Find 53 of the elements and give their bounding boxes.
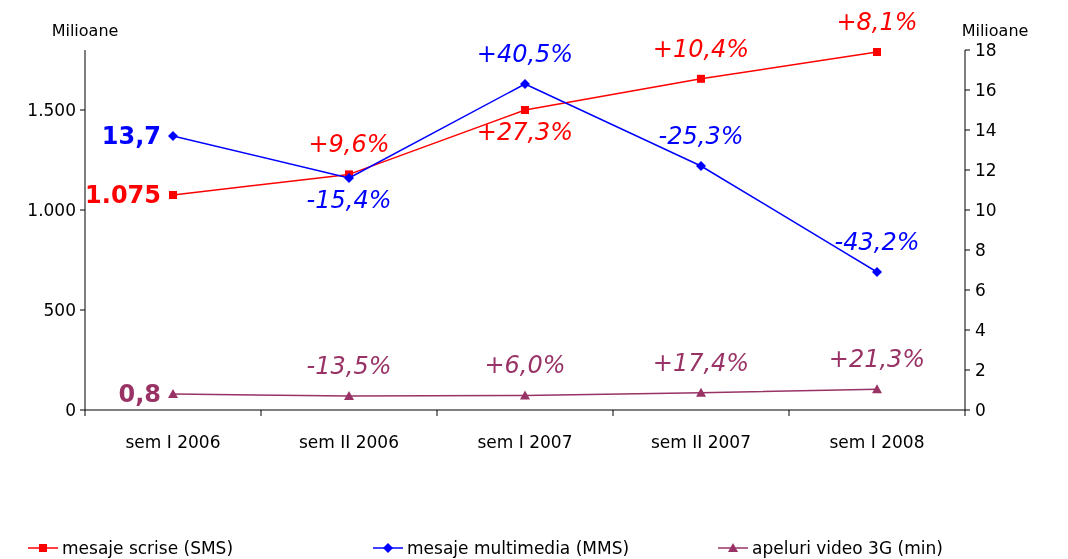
y2-axis-title: Milioane <box>961 21 1029 40</box>
data-label: 0,8 <box>118 380 161 409</box>
annotation: +27,3% <box>476 118 574 146</box>
annotation: +8,1% <box>836 8 918 36</box>
data-label: 13,7 <box>101 122 161 151</box>
point <box>169 191 177 199</box>
point <box>872 267 882 277</box>
point <box>168 389 178 398</box>
data-label: 1.075 <box>85 181 161 210</box>
point <box>521 106 529 114</box>
legend-label: mesaje multimedia (MMS) <box>407 537 630 558</box>
y2-tick-label: 2 <box>975 359 986 380</box>
point <box>344 173 354 183</box>
y2-tick-label: 10 <box>975 199 997 220</box>
annotation: -15,4% <box>306 186 392 214</box>
point <box>696 387 706 397</box>
y2-tick-label: 4 <box>975 319 986 340</box>
legend-label: mesaje scrise (SMS) <box>62 537 234 558</box>
annotation: +40,5% <box>476 40 574 68</box>
point <box>520 390 530 400</box>
annotation: -25,3% <box>658 122 744 150</box>
x-tick-label: sem I 2007 <box>477 432 573 452</box>
y2-tick-label: 0 <box>975 399 986 420</box>
point <box>520 79 530 89</box>
y-tick-label: 500 <box>43 299 76 320</box>
point <box>873 48 881 56</box>
point <box>168 131 178 141</box>
y-tick-label: 0 <box>65 399 76 420</box>
annotation: -43,2% <box>834 228 920 256</box>
legend-label: apeluri video 3G (min) <box>752 537 943 558</box>
y2-tick-label: 16 <box>975 79 997 100</box>
point <box>697 74 705 83</box>
y-tick-label: 1.500 <box>27 99 76 120</box>
x-tick-label: sem I 2006 <box>125 432 221 452</box>
annotation: +21,3% <box>828 345 926 374</box>
x-tick-label: sem I 2008 <box>829 432 925 452</box>
point <box>696 161 706 171</box>
point <box>872 384 882 394</box>
point <box>344 391 354 400</box>
annotation: +17,4% <box>652 348 750 377</box>
y2-tick-label: 12 <box>975 159 997 180</box>
annotation: -13,5% <box>306 352 392 380</box>
annotation: +10,4% <box>652 34 750 63</box>
annotation: +9,6% <box>308 130 390 159</box>
annotation: +6,0% <box>484 351 566 380</box>
y2-tick-label: 6 <box>975 279 986 300</box>
y2-tick-label: 14 <box>975 119 997 140</box>
y2-tick-label: 18 <box>975 39 997 60</box>
y2-tick-label: 8 <box>975 239 986 260</box>
x-tick-label: sem II 2006 <box>299 432 399 452</box>
y-tick-label: 1.000 <box>27 199 76 220</box>
x-tick-label: sem II 2007 <box>651 432 751 452</box>
y-axis-title: Milioane <box>51 21 119 40</box>
